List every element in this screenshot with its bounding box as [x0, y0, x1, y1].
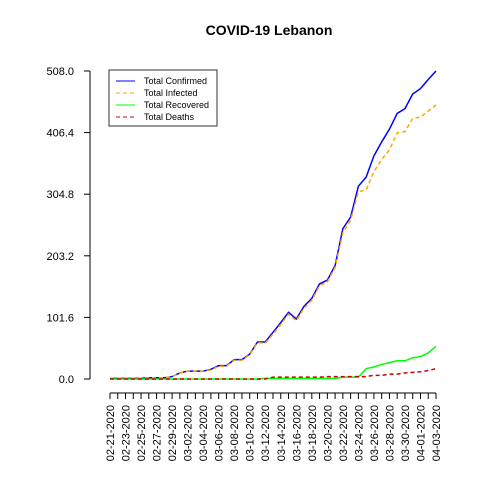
y-tick-label: 406.4 — [46, 128, 74, 140]
y-axis: 0.0 101.6 203.2 304.8 406.4 508.0 — [46, 66, 91, 386]
x-tick-label: 03-22-2020 — [338, 405, 350, 461]
y-tick-label: 508.0 — [46, 66, 74, 78]
series-line-total-confirmed — [110, 70, 437, 380]
series-line-total-infected — [110, 104, 437, 380]
x-axis: 02-21-2020 02-23-2020 02-25-2020 02-27-2020… — [105, 392, 443, 461]
y-tick-label: 101.6 — [46, 312, 74, 324]
legend-label: Total Deaths — [144, 112, 195, 122]
legend-label: Total Confirmed — [144, 76, 207, 86]
y-tick-label: 0.0 — [59, 374, 74, 386]
x-tick-label: 03-02-2020 — [183, 405, 195, 461]
x-tick-label: 04-03-2020 — [431, 405, 443, 461]
series-line-total-deaths — [110, 367, 437, 380]
x-tick-label: 02-21-2020 — [105, 405, 117, 461]
x-tick-label: 03-06-2020 — [214, 405, 226, 461]
x-tick-label: 03-12-2020 — [260, 405, 272, 461]
x-tick-label: 02-23-2020 — [121, 405, 133, 461]
x-tick-label: 03-08-2020 — [229, 405, 241, 461]
series-line-total-recovered — [110, 345, 437, 380]
legend-label: Total Infected — [144, 88, 198, 98]
x-tick-label: 03-20-2020 — [322, 405, 334, 461]
y-tick-label: 203.2 — [46, 251, 74, 263]
x-tick-label: 03-26-2020 — [369, 405, 381, 461]
x-tick-label: 03-10-2020 — [245, 405, 257, 461]
x-tick-label: 02-29-2020 — [167, 405, 179, 461]
x-tick-label: 03-28-2020 — [384, 405, 396, 461]
x-tick-label: 03-18-2020 — [307, 405, 319, 461]
x-tick-label: 02-25-2020 — [136, 405, 148, 461]
legend-label: Total Recovered — [144, 100, 209, 110]
x-tick-label: 03-14-2020 — [276, 405, 288, 461]
x-tick-label: 03-16-2020 — [291, 405, 303, 461]
x-tick-label: 03-04-2020 — [198, 405, 210, 461]
y-tick-label: 304.8 — [46, 189, 74, 201]
legend: Total Confirmed Total Infected Total Recov… — [108, 69, 218, 127]
series-lines — [110, 70, 437, 380]
x-tick-label: 03-24-2020 — [353, 405, 365, 461]
x-tick-label: 03-30-2020 — [400, 405, 412, 461]
x-tick-label: 04-01-2020 — [415, 405, 427, 461]
chart-title: COVID-19 Lebanon — [206, 22, 333, 38]
x-tick-label: 02-27-2020 — [152, 405, 164, 461]
